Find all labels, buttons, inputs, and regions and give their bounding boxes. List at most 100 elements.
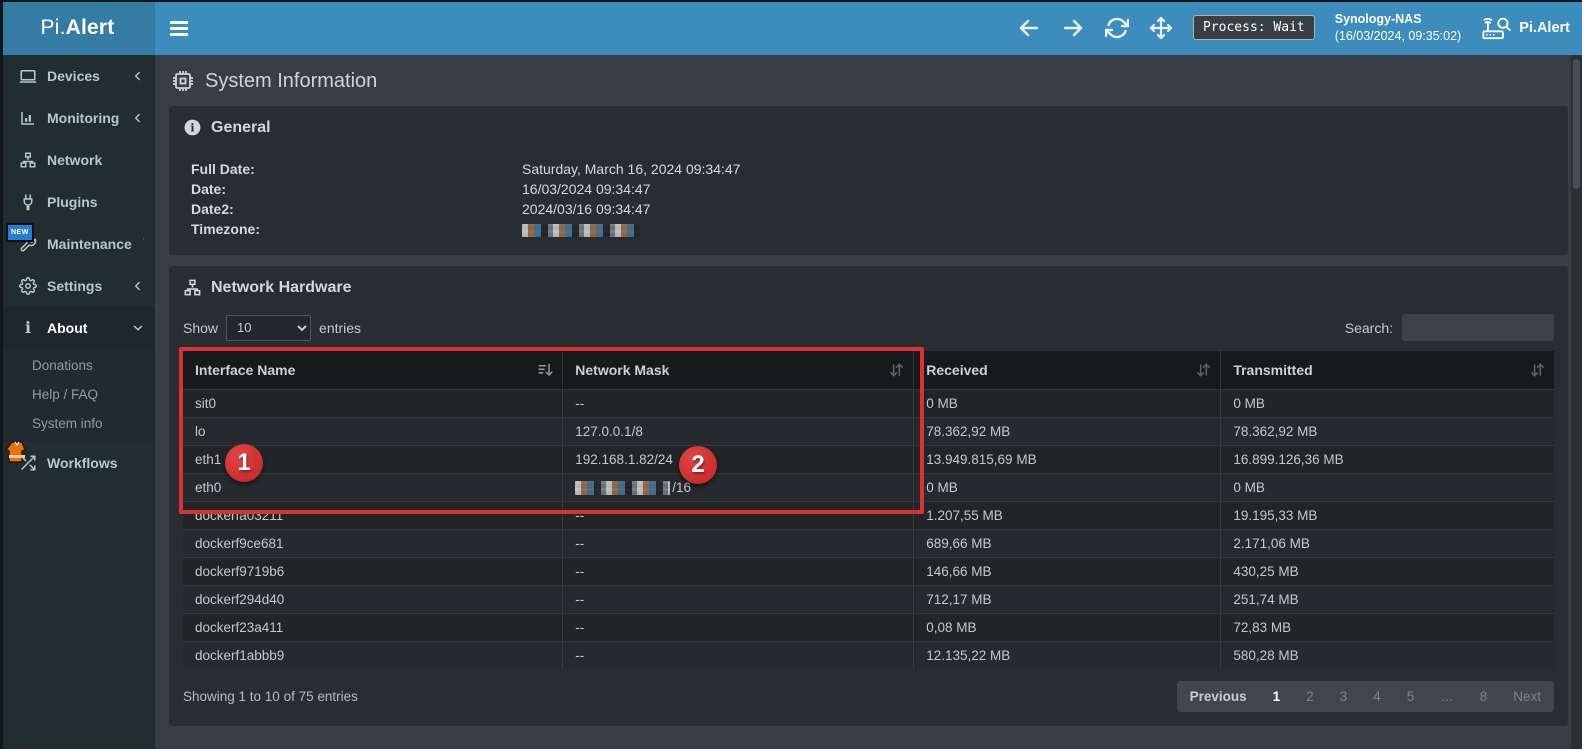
pagination-next[interactable]: Next: [1513, 689, 1541, 705]
search-input[interactable]: [1402, 314, 1554, 341]
entries-select[interactable]: 10: [226, 314, 312, 341]
table-cell: 0 MB: [913, 472, 1222, 502]
table-controls: Show 10 entries Search:: [183, 314, 1554, 341]
table-cell: 430,25 MB: [1220, 557, 1554, 586]
pagination: Previous 1 2 3 4 5 … 8 Next: [1176, 681, 1554, 713]
move-icon[interactable]: [1149, 16, 1173, 40]
table-row: dockerfa03211 -- 1.207,55 MB 19.195,33 M…: [183, 501, 1554, 530]
sitemap-icon: [183, 278, 202, 297]
sidebar-item-settings[interactable]: Settings: [0, 265, 155, 307]
chart-icon: [19, 109, 37, 127]
search-label: Search:: [1344, 319, 1393, 336]
table-cell: 0 MB: [1220, 472, 1554, 502]
content-area: System Information i General Full Date: …: [155, 55, 1582, 749]
sort-both-icon: [1529, 362, 1546, 379]
column-header-interface-name[interactable]: Interface Name: [183, 351, 564, 390]
table-cell: 19.195,33 MB: [1220, 501, 1554, 530]
back-arrow-icon[interactable]: [1017, 16, 1041, 40]
table-cell: dockerf294d40: [183, 585, 564, 614]
column-header-network-mask[interactable]: Network Mask: [562, 351, 915, 390]
refresh-icon[interactable]: [1104, 16, 1129, 40]
table-cell: 78.362,92 MB: [1220, 417, 1554, 446]
redacted-network-mask: [575, 481, 671, 496]
safety-vest-icon: [5, 440, 29, 464]
network-hardware-panel: Network Hardware Show 10 entries Search:: [169, 266, 1568, 727]
column-header-transmitted[interactable]: Transmitted: [1220, 351, 1554, 390]
table-cell: dockerf9719b6: [183, 557, 564, 586]
interfaces-table: Interface Name Network Mask: [183, 351, 1554, 670]
table-cell: 0 MB: [1220, 389, 1554, 418]
vertical-scrollbar[interactable]: [1571, 55, 1582, 749]
info-value: [522, 219, 640, 239]
pagination-page-4[interactable]: 4: [1373, 689, 1381, 705]
window-edge: [0, 0, 1582, 2]
showing-entries-text: Showing 1 to 10 of 75 entries: [183, 689, 358, 705]
info-label: Date:: [191, 181, 227, 197]
chevron-down-icon: [131, 321, 145, 335]
table-cell: 689,66 MB: [913, 529, 1222, 558]
sort-both-icon: [1195, 362, 1212, 379]
info-label: Timezone:: [191, 221, 260, 237]
pagination-page-5[interactable]: 5: [1406, 689, 1415, 705]
host-name: Synology-NAS: [1334, 11, 1422, 26]
info-row-full-date: Full Date: Saturday, March 16, 2024 09:3…: [191, 159, 1554, 179]
pagination-page-1[interactable]: 1: [1272, 689, 1281, 705]
hamburger-icon: [170, 21, 188, 24]
table-cell: dockerf23a411: [183, 613, 564, 642]
sidebar-item-label: Network: [47, 152, 103, 168]
info-label: Date2:: [191, 201, 234, 217]
sidebar-item-devices[interactable]: Devices: [0, 55, 155, 97]
redacted-timezone: [522, 223, 640, 237]
app-logo[interactable]: Pi. Alert: [0, 0, 155, 55]
scrollbar-thumb[interactable]: [1573, 59, 1580, 189]
table-header-row: Interface Name Network Mask: [183, 351, 1554, 390]
pagination-page-8[interactable]: 8: [1479, 689, 1488, 705]
sidebar-item-label: Devices: [47, 68, 100, 84]
about-submenu: Donations Help / FAQ System info: [0, 349, 155, 442]
pagination-page-2[interactable]: 2: [1306, 689, 1314, 705]
pagination-previous[interactable]: Previous: [1189, 689, 1247, 705]
process-status-badge: Process: Wait: [1192, 15, 1315, 40]
forward-arrow-icon[interactable]: [1061, 16, 1085, 40]
sidebar-item-plugins[interactable]: Plugins: [0, 181, 155, 223]
table-cell: dockerfa03211: [183, 501, 564, 530]
pagination-page-3[interactable]: 3: [1339, 689, 1348, 705]
column-header-received[interactable]: Received: [913, 351, 1222, 390]
info-icon: i: [24, 318, 32, 337]
chevron-left-icon: [142, 237, 145, 251]
network-hardware-header: Network Hardware: [183, 278, 1554, 297]
sidebar-item-monitoring[interactable]: Monitoring: [0, 97, 155, 139]
sidebar-item-network[interactable]: Network: [0, 139, 155, 181]
show-label: Show: [183, 319, 219, 336]
table-cell: eth1: [183, 445, 564, 474]
sidebar-item-help-faq[interactable]: Help / FAQ: [32, 387, 99, 402]
table-cell: 712,17 MB: [913, 585, 1222, 614]
table-cell: --: [562, 389, 915, 418]
table-row: lo 127.0.0.1/8 78.362,92 MB 78.362,92 MB: [183, 417, 1554, 446]
table-cell: --: [562, 557, 915, 586]
sidebar-toggle-button[interactable]: [168, 16, 190, 38]
sidebar-item-system-info[interactable]: System info: [32, 416, 103, 431]
info-circle-icon: i: [183, 118, 202, 137]
table-cell: 127.0.0.1/8: [562, 417, 915, 446]
sidebar-item-about[interactable]: i About: [0, 307, 155, 349]
svg-text:i: i: [190, 121, 194, 134]
host-info: Synology-NAS (16/03/2024, 09:35:02): [1335, 11, 1462, 45]
network-hardware-title: Network Hardware: [211, 278, 352, 296]
info-row-timezone: Timezone:: [191, 219, 1554, 239]
laptop-icon: [19, 67, 37, 85]
table-cell: 580,28 MB: [1220, 641, 1554, 670]
sidebar-item-donations[interactable]: Donations: [32, 358, 93, 373]
table-cell: 0 MB: [913, 389, 1222, 418]
logo-text-prefix: Pi.: [40, 15, 66, 39]
navbar-actions: Process: Wait Synology-NAS (16/03/2024, …: [1017, 0, 1570, 55]
table-cell: 78.362,92 MB: [913, 417, 1222, 446]
brand-name: Pi.Alert: [1519, 19, 1570, 36]
table-row: eth1 192.168.1.82/24 13.949.815,69 MB 16…: [183, 445, 1554, 474]
router-scan-icon: [1481, 14, 1511, 42]
table-row: dockerf9ce681 -- 689,66 MB 2.171,06 MB: [183, 529, 1554, 558]
sidebar-item-label: Settings: [47, 278, 103, 294]
table-cell: --: [562, 529, 915, 558]
table-cell: 13.949.815,69 MB: [913, 445, 1222, 474]
table-cell: 16.899.126,36 MB: [1220, 445, 1554, 474]
